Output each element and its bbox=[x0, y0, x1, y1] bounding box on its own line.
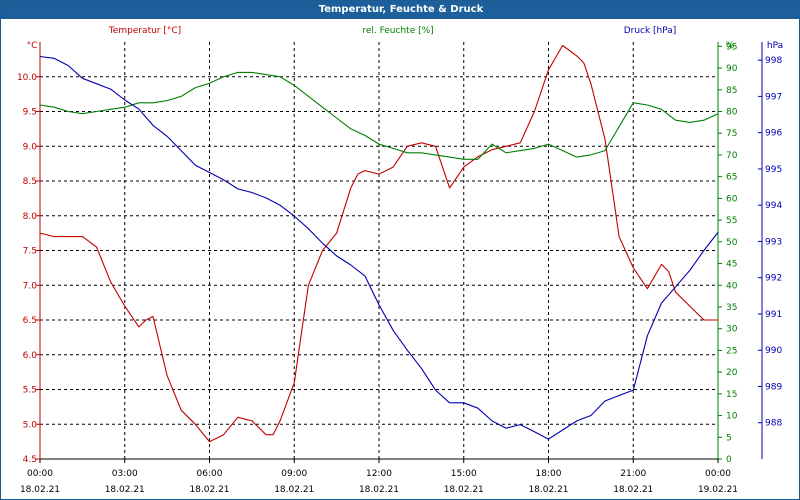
grid bbox=[40, 42, 718, 459]
time-axis: 00:00 18.02.21 03:00 18.02.21 06:00 18.02.21 0… bbox=[20, 459, 738, 495]
humidity-tick-label: 30 bbox=[726, 325, 738, 335]
date-tick-label: 18.02.21 bbox=[105, 485, 145, 495]
date-tick-label: 18.02.21 bbox=[20, 485, 60, 495]
humidity-tick-label: 60 bbox=[726, 194, 738, 204]
humidity-tick-label: 65 bbox=[726, 173, 737, 183]
temperature-axis: 4.5 5.0 5.5 6.0 6.5 7.0 7.5 8.0 8.5 9.0 9.5 10.0 bbox=[17, 73, 40, 465]
humidity-series-line bbox=[39, 71, 719, 160]
pressure-tick-label: 995 bbox=[765, 165, 782, 175]
humidity-tick-label: 45 bbox=[726, 260, 737, 270]
temperature-tick-label: 4.5 bbox=[23, 455, 37, 465]
temperature-tick-label: 5.0 bbox=[23, 420, 38, 430]
pressure-tick-label: 992 bbox=[765, 274, 782, 284]
time-tick-label: 06:00 bbox=[197, 469, 223, 479]
series-lines bbox=[39, 44, 719, 443]
humidity-tick-label: 70 bbox=[726, 151, 738, 161]
humidity-tick-label: 40 bbox=[726, 281, 738, 291]
date-tick-label: 18.02.21 bbox=[613, 485, 653, 495]
date-tick-label: 18.02.21 bbox=[444, 485, 484, 495]
pressure-tick-label: 993 bbox=[765, 237, 782, 247]
humidity-tick-label: 90 bbox=[726, 64, 738, 74]
temperature-axis-label: Temperatur [°C] bbox=[108, 26, 181, 36]
pressure-tick-label: 990 bbox=[765, 346, 782, 356]
temperature-tick-label: 6.0 bbox=[23, 351, 38, 361]
temperature-tick-label: 6.5 bbox=[23, 316, 37, 326]
humidity-tick-label: 5 bbox=[726, 433, 732, 443]
humidity-tick-label: 35 bbox=[726, 303, 737, 313]
humidity-tick-label: 20 bbox=[726, 368, 738, 378]
humidity-axis: 0 5 10 15 20 25 30 35 40 45 50 55 60 65 70 75 80 85 90 95 bbox=[718, 42, 738, 465]
pressure-tick-label: 997 bbox=[765, 92, 782, 102]
pressure-axis-label: Druck [hPa] bbox=[624, 26, 677, 36]
temperature-unit: °C bbox=[27, 41, 38, 51]
date-tick-label: 18.02.21 bbox=[189, 485, 229, 495]
humidity-tick-label: 0 bbox=[726, 455, 732, 465]
pressure-tick-label: 989 bbox=[765, 382, 782, 392]
chart-title: Temperatur, Feuchte & Druck bbox=[1, 1, 800, 19]
humidity-tick-label: 10 bbox=[726, 412, 738, 422]
date-tick-label: 19.02.21 bbox=[698, 485, 738, 495]
humidity-unit: % bbox=[726, 41, 735, 51]
pressure-unit: hPa bbox=[767, 41, 783, 51]
time-tick-label: 00:00 bbox=[705, 469, 731, 479]
humidity-axis-label: rel. Feuchte [%] bbox=[362, 26, 433, 36]
pressure-tick-label: 991 bbox=[765, 310, 782, 320]
humidity-tick-label: 55 bbox=[726, 216, 737, 226]
pressure-tick-label: 998 bbox=[765, 56, 782, 66]
temperature-tick-label: 8.5 bbox=[23, 177, 37, 187]
date-tick-label: 18.02.21 bbox=[359, 485, 399, 495]
humidity-tick-label: 95 bbox=[726, 42, 737, 52]
time-tick-label: 18:00 bbox=[536, 469, 562, 479]
temperature-tick-label: 5.5 bbox=[23, 386, 37, 396]
date-tick-label: 18.02.21 bbox=[528, 485, 568, 495]
time-tick-label: 15:00 bbox=[451, 469, 477, 479]
temperature-tick-label: 7.5 bbox=[23, 247, 37, 257]
time-tick-label: 00:00 bbox=[27, 469, 53, 479]
pressure-axis: 988 989 990 991 992 993 994 995 996 997 998 bbox=[758, 56, 782, 429]
humidity-tick-label: 85 bbox=[726, 86, 737, 96]
pressure-series-line bbox=[39, 55, 719, 440]
time-tick-label: 09:00 bbox=[281, 469, 307, 479]
humidity-tick-label: 15 bbox=[726, 390, 737, 400]
pressure-tick-label: 994 bbox=[765, 201, 782, 211]
time-tick-label: 21:00 bbox=[620, 469, 646, 479]
pressure-tick-label: 988 bbox=[765, 419, 782, 429]
temperature-series-line bbox=[39, 44, 718, 443]
temperature-tick-label: 8.0 bbox=[23, 212, 38, 222]
time-tick-label: 12:00 bbox=[366, 469, 392, 479]
humidity-tick-label: 25 bbox=[726, 346, 737, 356]
humidity-tick-label: 75 bbox=[726, 129, 737, 139]
temperature-tick-label: 10.0 bbox=[17, 73, 37, 83]
humidity-tick-label: 80 bbox=[726, 108, 738, 118]
pressure-tick-label: 996 bbox=[765, 129, 782, 139]
date-tick-label: 18.02.21 bbox=[274, 485, 314, 495]
temperature-tick-label: 9.0 bbox=[23, 142, 38, 152]
temperature-tick-label: 9.5 bbox=[23, 108, 37, 118]
time-tick-label: 03:00 bbox=[112, 469, 138, 479]
temperature-tick-label: 7.0 bbox=[23, 281, 38, 291]
humidity-tick-label: 50 bbox=[726, 238, 738, 248]
